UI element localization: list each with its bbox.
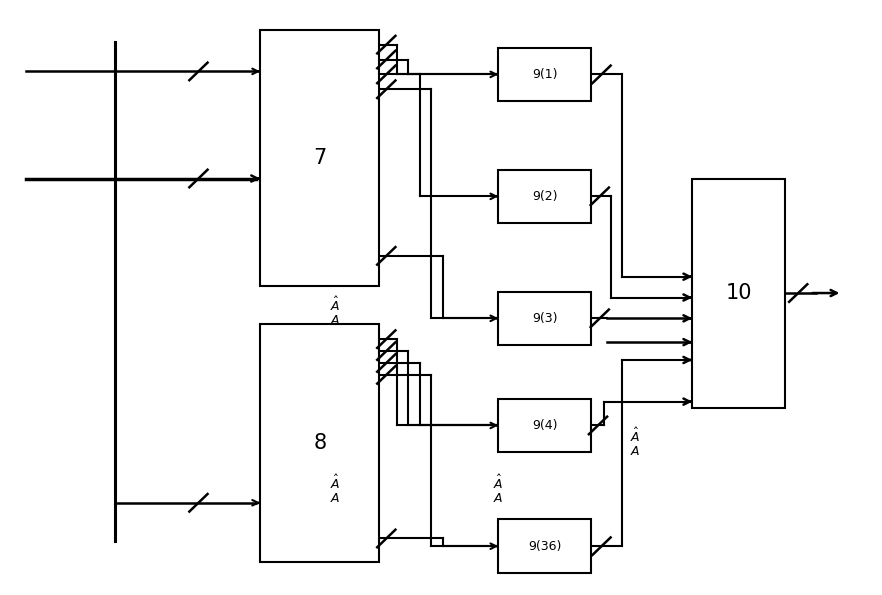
Text: $\hat{A}$: $\hat{A}$ [493, 474, 504, 492]
Text: $A$: $A$ [493, 492, 504, 505]
Bar [260, 324, 379, 562]
Text: $A$: $A$ [630, 444, 640, 458]
Bar [498, 399, 591, 452]
Text: $A$: $A$ [330, 492, 340, 505]
Bar [498, 292, 591, 345]
Text: 9(36): 9(36) [528, 540, 561, 553]
Bar [692, 178, 785, 408]
Text: 10: 10 [725, 283, 752, 303]
Text: $\hat{A}$: $\hat{A}$ [330, 296, 340, 314]
Bar [498, 170, 591, 223]
Text: $\hat{A}$: $\hat{A}$ [630, 427, 640, 444]
Text: 7: 7 [313, 148, 326, 168]
Text: 9(4): 9(4) [532, 419, 557, 432]
Bar [260, 30, 379, 286]
Text: 9(1): 9(1) [532, 68, 557, 81]
Bar [498, 519, 591, 573]
Text: 9(3): 9(3) [532, 312, 557, 325]
Text: 9(2): 9(2) [532, 190, 557, 203]
Text: $\hat{A}$: $\hat{A}$ [330, 474, 340, 492]
Text: 8: 8 [313, 433, 326, 453]
Bar [498, 48, 591, 101]
Text: $A$: $A$ [330, 314, 340, 327]
